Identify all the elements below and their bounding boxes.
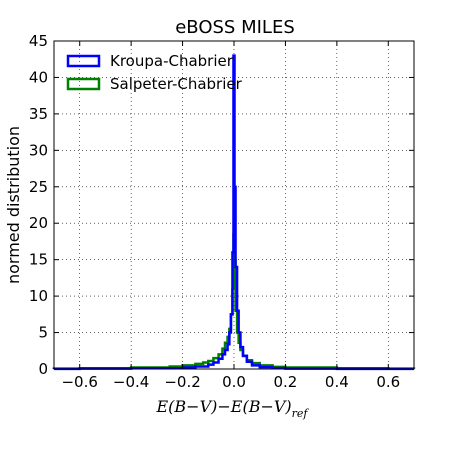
y-tick-label: 20	[29, 214, 48, 232]
x-tick-label: 0.2	[273, 373, 297, 391]
ticks: −0.6 −0.4 −0.2 0.0 0.2 0.4 0.6 0 5 10 15 20 25 30 35 40…	[29, 32, 414, 391]
x-tick-label: −0.6	[61, 373, 97, 391]
x-tick-label: 0.4	[325, 373, 349, 391]
y-tick-label: 35	[29, 105, 48, 123]
y-tick-label: 10	[29, 287, 48, 305]
y-tick-label: 15	[29, 251, 48, 269]
legend-swatch	[66, 54, 101, 68]
chart-title: eBOSS MILES	[175, 17, 295, 38]
x-axis-label-subscript: ref	[292, 407, 310, 420]
y-tick-label: 45	[29, 32, 48, 50]
legend-label: Salpeter-Chabrier	[110, 75, 243, 93]
x-axis-label-main: E(B−V)−E(B−V)	[155, 397, 291, 416]
y-tick-label: 40	[29, 68, 48, 86]
y-tick-label: 30	[29, 141, 48, 159]
y-tick-label: 5	[38, 324, 48, 342]
series-line	[52, 54, 414, 371]
x-tick-label: −0.4	[113, 373, 149, 391]
series-group	[52, 54, 416, 371]
x-axis-label: E(B−V)−E(B−V)ref	[155, 397, 309, 420]
legend-label: Kroupa-Chabrier	[110, 52, 234, 70]
x-tick-label: 0.0	[222, 373, 246, 391]
y-tick-label: 0	[38, 360, 48, 378]
x-tick-label: 0.6	[376, 373, 400, 391]
y-tick-label: 25	[29, 178, 48, 196]
legend: Kroupa-Chabrier Salpeter-Chabrier	[66, 52, 243, 93]
legend-swatch	[66, 77, 101, 91]
x-tick-label: −0.2	[164, 373, 200, 391]
y-axis-label: normed distribution	[4, 126, 23, 284]
